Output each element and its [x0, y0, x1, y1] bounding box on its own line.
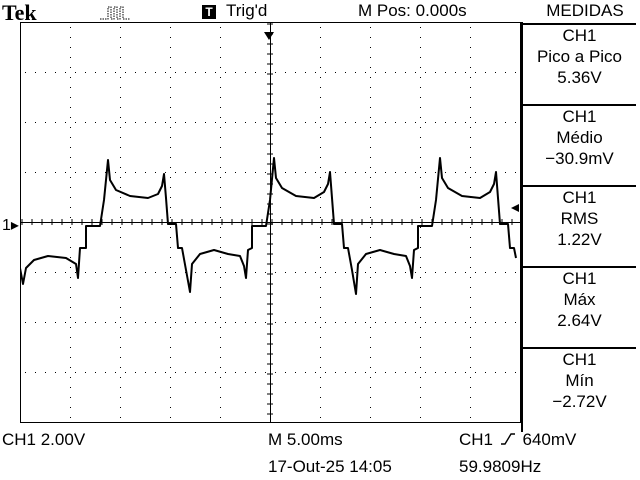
- run-pulse-icon: [100, 6, 130, 20]
- trigger-source: CH1: [459, 430, 494, 449]
- frequency-readout: 59.9809Hz: [459, 457, 542, 476]
- trigger-readout: CH1 640mV: [459, 430, 576, 450]
- trigger-status: Trig'd: [226, 1, 268, 20]
- measurement-source: CH1: [562, 107, 597, 126]
- menu-separator: [521, 22, 523, 432]
- measurement-type: Mín: [565, 371, 594, 390]
- measurement-value: −30.9mV: [545, 149, 614, 168]
- trigger-position-arrow: [264, 32, 274, 40]
- measurement-panel-5[interactable]: CH1 Mín −2.72V: [523, 347, 636, 412]
- measurement-panel-2[interactable]: CH1 Médio −30.9mV: [523, 104, 636, 169]
- ch1-scale: CH1 2.00V: [2, 430, 86, 449]
- ch1-ground-marker: 1▸: [2, 217, 19, 234]
- measurement-panel-1[interactable]: CH1 Pico a Pico 5.36V: [523, 23, 636, 88]
- rising-edge-icon: [500, 433, 515, 445]
- trigger-badge: T: [202, 5, 216, 19]
- trigger-level: 640mV: [522, 430, 577, 449]
- measurement-panel-3[interactable]: CH1 RMS 1.22V: [523, 185, 636, 250]
- measurement-source: CH1: [562, 269, 597, 288]
- measurement-type: Máx: [563, 290, 596, 309]
- measurement-value: 1.22V: [557, 230, 602, 249]
- measurement-panel-4[interactable]: CH1 Máx 2.64V: [523, 266, 636, 331]
- oscilloscope-screen: [20, 22, 521, 423]
- measurement-value: 2.64V: [557, 311, 602, 330]
- measurement-type: Médio: [556, 128, 603, 147]
- trigger-level-arrow: [511, 204, 519, 212]
- menu-title: MEDIDAS: [546, 1, 624, 20]
- measurement-source: CH1: [562, 26, 597, 45]
- measurement-type: Pico a Pico: [536, 47, 623, 66]
- graticule-grid: [20, 22, 520, 422]
- horizontal-position: M Pos: 0.000s: [358, 1, 467, 20]
- ch1-waveform: [20, 157, 517, 295]
- measurement-value: −2.72V: [552, 392, 607, 411]
- date-time: 17-Out-25 14:05: [268, 457, 392, 476]
- measurement-source: CH1: [562, 350, 597, 369]
- timebase: M 5.00ms: [268, 430, 343, 449]
- measurement-value: 5.36V: [557, 68, 602, 87]
- brand-logo: Tek: [2, 0, 37, 25]
- measurement-type: RMS: [560, 209, 599, 228]
- measurement-source: CH1: [562, 188, 597, 207]
